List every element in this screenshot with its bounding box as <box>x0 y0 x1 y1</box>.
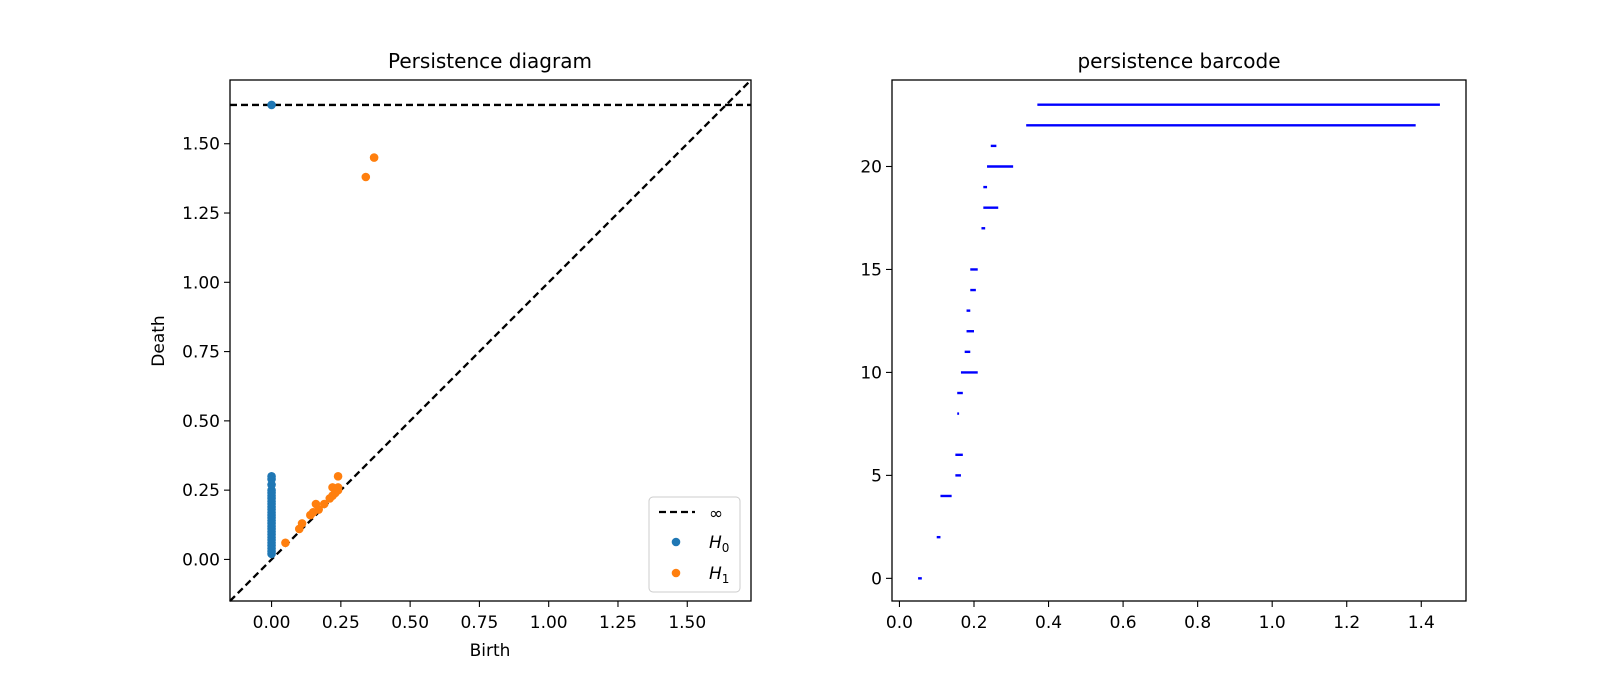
diagram-xlabel: Birth <box>470 641 511 661</box>
persistence-diagram-panel: Persistence diagram 0.00 0.25 0.50 0.75 1.00… <box>149 49 752 661</box>
barcode-axes-frame <box>891 79 1467 602</box>
diagram-ticks: 0.00 0.25 0.50 0.75 1.00 1.25 1.50 0.00 0.25 0.50… <box>182 135 706 633</box>
point-h0 <box>267 100 276 110</box>
x-tick-label: 1.0 <box>1259 613 1286 633</box>
diagram-title: Persistence diagram <box>388 49 592 73</box>
legend-h1-swatch <box>671 568 681 578</box>
point-h0 <box>267 471 276 481</box>
persistence-barcode-panel: persistence barcode 0.0 0.2 0.4 0.6 0.8 1.0 1.… <box>860 49 1467 633</box>
point-h1 <box>297 519 307 528</box>
legend-frame <box>648 496 741 593</box>
barcode-ticks: 0.0 0.2 0.4 0.6 0.8 1.0 1.2 1.4 0 5 10 15 20 <box>860 157 1434 633</box>
x-tick-label: 1.4 <box>1408 613 1435 633</box>
y-tick-label: 5 <box>871 466 882 486</box>
x-tick-label: 0.0 <box>886 613 913 633</box>
point-h1 <box>319 499 329 509</box>
y-tick-label: 1.50 <box>182 135 220 155</box>
diagram-plot-area <box>229 79 752 602</box>
diagram-axes-frame <box>229 79 752 602</box>
y-tick-label: 0.00 <box>182 550 220 570</box>
x-tick-label: 0.00 <box>253 613 291 633</box>
x-tick-label: 0.2 <box>960 613 987 633</box>
point-h1 <box>333 471 343 481</box>
y-tick-label: 20 <box>860 157 882 177</box>
y-tick-label: 0.50 <box>182 412 220 432</box>
point-h1 <box>333 483 343 492</box>
diagram-ylabel: Death <box>149 315 169 366</box>
legend-infinity-label: ∞ <box>709 504 723 524</box>
point-h1 <box>369 153 379 162</box>
x-tick-label: 1.2 <box>1333 613 1360 633</box>
x-tick-label: 0.25 <box>322 613 360 633</box>
x-tick-label: 1.00 <box>530 613 568 633</box>
x-tick-label: 0.6 <box>1110 613 1137 633</box>
legend-h1-label: H1 <box>709 564 729 586</box>
diagram-legend: ∞ H0 H1 <box>648 496 741 593</box>
y-tick-label: 0.25 <box>182 481 220 501</box>
x-tick-label: 0.8 <box>1184 613 1211 633</box>
point-h1 <box>361 172 371 182</box>
y-tick-label: 1.00 <box>182 273 220 293</box>
barcode-title: persistence barcode <box>1077 49 1280 73</box>
legend-h0-swatch <box>671 537 681 547</box>
x-tick-label: 0.75 <box>460 613 498 633</box>
y-tick-label: 0.75 <box>182 343 220 363</box>
point-h1 <box>314 505 323 514</box>
y-tick-label: 10 <box>860 363 882 383</box>
x-tick-label: 1.25 <box>599 613 637 633</box>
x-tick-label: 1.50 <box>668 613 706 633</box>
y-tick-label: 15 <box>860 260 882 280</box>
y-tick-label: 1.25 <box>182 204 220 224</box>
barcode-plot-area <box>918 103 1440 580</box>
y-tick-label: 0 <box>871 569 882 589</box>
x-tick-label: 0.4 <box>1035 613 1062 633</box>
legend-h0-label: H0 <box>709 533 729 555</box>
x-tick-label: 0.50 <box>391 613 429 633</box>
point-h1 <box>281 538 290 548</box>
